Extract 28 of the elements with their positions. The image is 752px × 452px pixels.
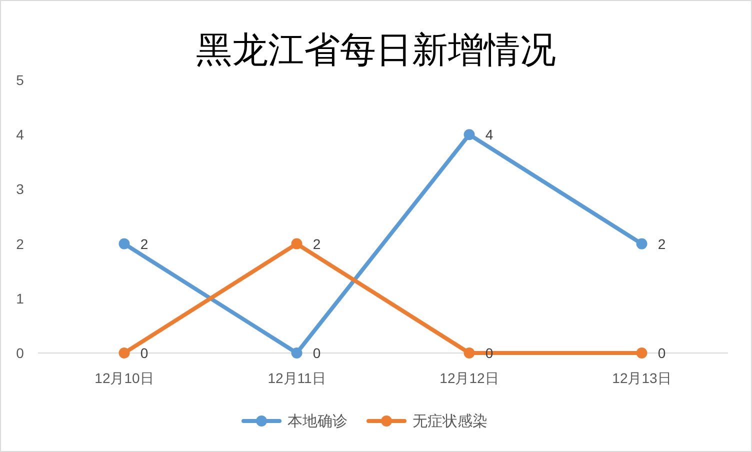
data-label: 0 [312, 345, 321, 361]
data-label: 0 [140, 345, 148, 361]
y-tick-label: 2 [16, 236, 24, 252]
y-tick-label: 0 [16, 345, 24, 361]
x-tick-label: 12月12日 [440, 370, 499, 386]
chart-title: 黑龙江省每日新增情况 [196, 29, 556, 70]
y-tick-label: 5 [16, 72, 24, 88]
y-tick-label: 1 [16, 290, 24, 306]
legend-label: 本地确诊 [288, 413, 348, 430]
legend-label: 无症状感染 [412, 413, 488, 430]
point [464, 348, 475, 358]
data-label: 2 [140, 236, 148, 252]
y-tick-label: 3 [16, 181, 24, 198]
x-tick-label: 12月13日 [612, 370, 672, 386]
point [291, 348, 302, 358]
y-tick-label: 4 [16, 126, 24, 143]
point [636, 348, 648, 358]
data-label: 4 [485, 126, 494, 143]
data-label: 0 [658, 345, 666, 361]
point [636, 238, 648, 250]
point [118, 238, 130, 250]
x-tick-label: 12月10日 [94, 370, 154, 386]
data-label: 2 [658, 236, 666, 252]
data-label: 2 [312, 236, 321, 252]
point [291, 238, 302, 250]
point [464, 129, 475, 140]
x-tick-label: 12月11日 [268, 370, 326, 386]
point [118, 348, 130, 358]
